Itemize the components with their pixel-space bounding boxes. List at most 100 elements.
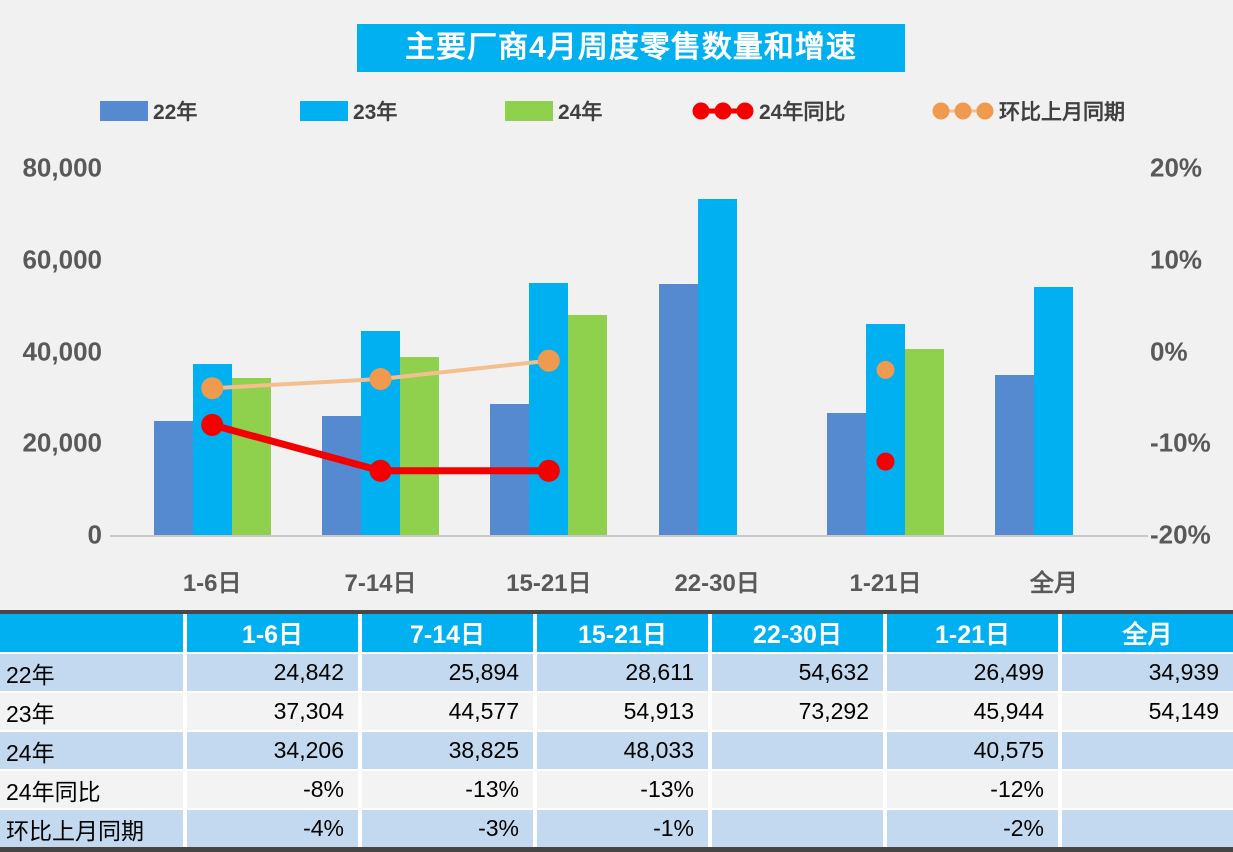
- chart-title: 主要厂商4月周度零售数量和增速: [357, 24, 905, 72]
- y-axis-tick-right: -10%: [1150, 427, 1211, 458]
- table-cell-r2-c5: [1062, 732, 1233, 769]
- line-0-marker: [876, 452, 895, 471]
- legend-bar-swatch: [300, 101, 348, 121]
- y-axis-tick-left: 60,000: [22, 244, 102, 275]
- table-cell-r0-c0: 24,842: [187, 654, 358, 691]
- table-header-cell-6: 全月: [1062, 614, 1233, 652]
- table-row-label-3: 24年同比: [0, 771, 183, 808]
- bar-s1-c1: [361, 330, 400, 535]
- table-header-cell-0: [0, 614, 183, 652]
- y-axis-tick-right: -20%: [1150, 519, 1211, 550]
- table-cell-r4-c1: -3%: [362, 810, 533, 847]
- table-row-label-2: 24年: [0, 732, 183, 769]
- table-cell-r3-c3: [712, 771, 883, 808]
- table-cell-r2-c0: 34,206: [187, 732, 358, 769]
- x-axis-label: 全月: [1029, 570, 1078, 597]
- table-row-label-0: 22年: [0, 654, 183, 691]
- table-cell-r4-c5: [1062, 810, 1233, 847]
- legend-line-swatch: [692, 102, 754, 120]
- legend-item-4: 环比上月同期: [932, 97, 1125, 125]
- bar-s0-c5: [995, 374, 1035, 535]
- y-axis-tick-left: 20,000: [22, 427, 102, 458]
- table-cell-r1-c4: 45,944: [887, 693, 1058, 730]
- x-axis-label: 15-21日: [506, 570, 592, 597]
- table-cell-r0-c3: 54,632: [712, 654, 883, 691]
- x-axis-label: 22-30日: [674, 570, 760, 597]
- x-axis-label: 1-6日: [182, 570, 242, 597]
- table-cell-r2-c1: 38,825: [362, 732, 533, 769]
- bar-s1-c5: [1034, 286, 1074, 535]
- table-header-cell-4: 22-30日: [712, 614, 883, 652]
- table-cell-r0-c5: 34,939: [1062, 654, 1233, 691]
- bar-s2-c2: [568, 314, 608, 535]
- bar-s0-c0: [153, 421, 193, 535]
- table-cell-r3-c4: -12%: [887, 771, 1058, 808]
- bar-s0-c4: [827, 413, 866, 535]
- line-1-marker: [369, 368, 392, 390]
- table-cell-r0-c1: 25,894: [362, 654, 533, 691]
- y-axis-tick-left: 80,000: [22, 152, 102, 183]
- table-cell-r1-c3: 73,292: [712, 693, 883, 730]
- table-header-cell-2: 7-14日: [362, 614, 533, 652]
- legend-label: 22年: [153, 101, 198, 124]
- legend-label: 24年同比: [759, 101, 846, 124]
- y-axis-tick-right: 10%: [1150, 244, 1203, 275]
- table-header-cell-1: 1-6日: [187, 614, 358, 652]
- legend-item-1: 23年: [300, 97, 397, 125]
- table-cell-r4-c0: -4%: [187, 810, 358, 847]
- bar-s2-c1: [400, 356, 439, 535]
- line-0-marker: [537, 459, 560, 482]
- table-cell-r0-c4: 26,499: [887, 654, 1058, 691]
- bar-s2-c0: [231, 378, 271, 535]
- chart-plot-area: [128, 168, 1138, 535]
- table-header-cell-3: 15-21日: [537, 614, 708, 652]
- table-cell-r1-c1: 44,577: [362, 693, 533, 730]
- bar-s1-c4: [866, 324, 905, 535]
- table-cell-r2-c3: [712, 732, 883, 769]
- table-cell-r1-c0: 37,304: [187, 693, 358, 730]
- line-1-marker: [876, 360, 895, 379]
- bar-s0-c3: [658, 284, 698, 535]
- line-0-marker: [369, 459, 392, 482]
- y-axis-tick-left: 40,000: [22, 336, 102, 366]
- x-axis-baseline: [110, 535, 1148, 537]
- data-table: 1-6日 7-14日 15-21日 22-30日 1-21日 全月 22年 24,842 25,…: [0, 610, 1233, 852]
- table-cell-r4-c3: [712, 810, 883, 847]
- table-header-cell-5: 1-21日: [887, 614, 1058, 652]
- bar-s1-c2: [529, 283, 569, 535]
- table-cell-r3-c5: [1062, 771, 1233, 808]
- table-cell-r3-c0: -8%: [187, 771, 358, 808]
- table-cell-r4-c4: -2%: [887, 810, 1058, 847]
- legend-label: 23年: [353, 101, 398, 124]
- table-cell-r0-c2: 28,611: [537, 654, 708, 691]
- y-axis-tick-left: 0: [87, 519, 102, 550]
- legend-label: 24年: [558, 101, 603, 124]
- legend-item-0: 22年: [100, 97, 197, 125]
- bar-s0-c1: [322, 416, 361, 535]
- line-1-marker: [537, 349, 560, 372]
- bar-s1-c3: [697, 198, 737, 535]
- line-1-marker: [201, 377, 224, 400]
- y-axis-tick-right: 0%: [1150, 336, 1188, 366]
- line-0-marker: [201, 413, 224, 436]
- line-series-overlay: [201, 349, 895, 482]
- legend-item-2: 24年: [505, 97, 602, 125]
- legend-line-swatch: [932, 102, 994, 120]
- table-cell-r4-c2: -1%: [537, 810, 708, 847]
- table-row-label-1: 23年: [0, 693, 183, 730]
- x-axis-label: 7-14日: [344, 570, 417, 597]
- table-cell-r2-c2: 48,033: [537, 732, 708, 769]
- legend-label: 环比上月同期: [999, 101, 1125, 124]
- y-axis-tick-right: 20%: [1150, 152, 1203, 183]
- x-axis-label: 1-21日: [849, 570, 922, 597]
- table-cell-r3-c2: -13%: [537, 771, 708, 808]
- legend-bar-swatch: [505, 101, 553, 121]
- chart-legend: 22年 23年 24年 24年同比 环比上月同期: [0, 97, 1233, 125]
- table-cell-r1-c2: 54,913: [537, 693, 708, 730]
- table-cell-r2-c4: 40,575: [887, 732, 1058, 769]
- table-cell-r1-c5: 54,149: [1062, 693, 1233, 730]
- bar-s2-c4: [905, 348, 944, 535]
- table-cell-r3-c1: -13%: [362, 771, 533, 808]
- legend-bar-swatch: [100, 101, 148, 121]
